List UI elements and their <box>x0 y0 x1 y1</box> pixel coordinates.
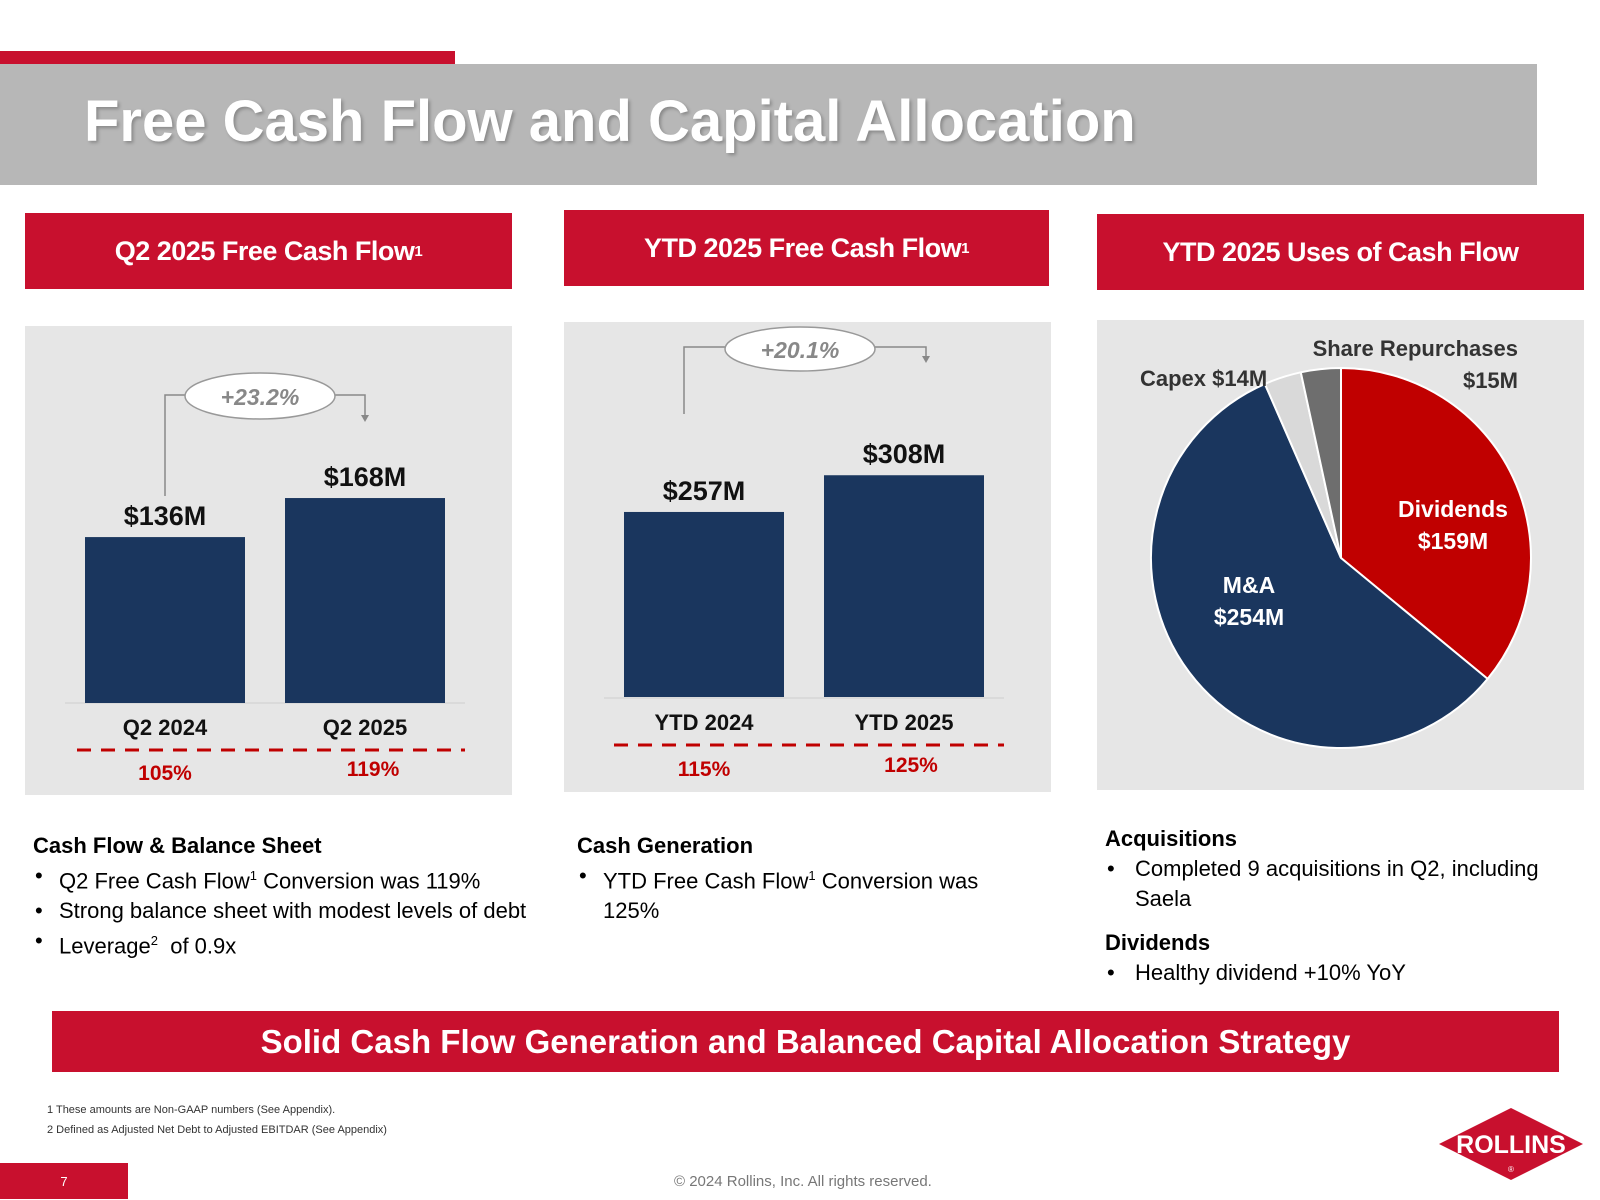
bar-value-label-ytd-2024: $257M <box>663 476 746 506</box>
dividends-block: Dividends Healthy dividend +10% YoY <box>1105 928 1545 988</box>
x-tick-label: Q2 2025 <box>323 715 407 740</box>
pie-chart-uses-of-cash: Dividends $159M M&A $254M Capex $14M Sha… <box>1140 336 1532 749</box>
panel-heading-text: YTD 2025 Uses of Cash Flow <box>1162 236 1519 267</box>
footnote-ref: 2 <box>150 933 158 949</box>
pie-value-capex: $14M <box>1212 366 1267 391</box>
logo-text: ROLLINS <box>1456 1131 1566 1159</box>
growth-badge <box>724 326 876 372</box>
conversion-label: 125% <box>884 754 938 777</box>
section-heading: Dividends <box>1105 930 1211 955</box>
bar-chart-ytd: $257M $308M +20.1% YTD 2024 YTD 2025 115… <box>604 326 1004 781</box>
bar-ytd-2024 <box>624 511 784 697</box>
section-heading: Acquisitions <box>1105 826 1238 851</box>
footnote-ref: 1 <box>414 242 423 260</box>
panel-heading-uses-of-cash: YTD 2025 Uses of Cash Flow <box>1097 214 1584 290</box>
bullet-text: Leverage <box>59 933 151 959</box>
bullet-text: of 0.9x <box>157 933 237 959</box>
panel-heading-ytd-fcf: YTD 2025 Free Cash Flow 1 <box>564 210 1049 286</box>
bar-value-label-q2-2024: $136M <box>124 501 207 531</box>
bar-q2-2024 <box>85 537 245 703</box>
bar-q2-2025 <box>285 498 445 703</box>
growth-connector-right <box>874 346 927 358</box>
footnote-1: 1 These amounts are Non-GAAP numbers (Se… <box>47 1104 336 1116</box>
pie-slice-dividends <box>1340 366 1532 681</box>
pie-value-share-repurchases: $15M <box>1463 368 1518 393</box>
panel-heading-q2-fcf: Q2 2025 Free Cash Flow 1 <box>25 213 512 289</box>
footnote-2: 2 Defined as Adjusted Net Debt to Adjust… <box>47 1124 387 1136</box>
growth-badge <box>184 372 336 420</box>
rollins-logo: ROLLINS ® <box>1439 1108 1583 1180</box>
growth-connector-left <box>683 346 727 414</box>
section-heading: Cash Flow & Balance Sheet <box>33 833 322 858</box>
page-title: Free Cash Flow and Capital Allocation <box>84 89 1136 154</box>
bullet-text: Q2 Free Cash Flow <box>59 868 250 894</box>
growth-arrow-head <box>361 415 369 422</box>
bullet-item: Leverage2 of 0.9x <box>33 926 533 961</box>
panel-heading-text: YTD 2025 Free Cash Flow <box>644 232 962 263</box>
pie-label-capex: Capex $14M <box>1140 366 1267 391</box>
x-tick-label: Q2 2024 <box>123 715 208 740</box>
pie-value-dividends: $159M <box>1418 528 1488 554</box>
pie-label-dividends: Dividends <box>1398 496 1508 522</box>
bullet-text: Conversion was 119% <box>256 868 481 894</box>
bullet-text: YTD Free Cash Flow <box>603 868 809 894</box>
page-number: 7 <box>0 1163 128 1199</box>
title-band <box>0 64 1537 185</box>
bullet-item: Q2 Free Cash Flow1 Conversion was 119% <box>33 861 533 896</box>
bar-chart-q2: $136M $168M +23.2% Q2 2024 Q2 2025 105% … <box>65 372 465 785</box>
panel-heading-text: Q2 2025 Free Cash Flow <box>114 235 415 266</box>
x-tick-label: YTD 2024 <box>654 710 754 735</box>
bullet-item: Healthy dividend +10% YoY <box>1105 958 1545 988</box>
bullet-item: Strong balance sheet with modest levels … <box>33 896 533 926</box>
conversion-label: 105% <box>138 762 192 785</box>
logo-diamond <box>1439 1108 1583 1180</box>
acquisitions-block: Acquisitions Completed 9 acquisitions in… <box>1105 824 1545 914</box>
x-tick-label: YTD 2025 <box>854 710 953 735</box>
copyright: © 2024 Rollins, Inc. All rights reserved… <box>674 1173 932 1190</box>
growth-label: +23.2% <box>221 384 300 410</box>
cash-flow-balance-sheet-block: Cash Flow & Balance Sheet Q2 Free Cash F… <box>33 831 533 962</box>
bar-value-label-ytd-2025: $308M <box>863 439 946 469</box>
bullet-item: Completed 9 acquisitions in Q2, includin… <box>1105 854 1545 914</box>
bar-value-label-q2-2025: $168M <box>324 462 407 492</box>
pie-slice-ma <box>1150 382 1490 749</box>
footnote-ref: 1 <box>249 868 257 883</box>
bullet-item: YTD Free Cash Flow1 Conversion was 125% <box>577 861 1017 926</box>
pie-slices <box>1150 366 1532 749</box>
pie-value-ma: $254M <box>1214 604 1284 630</box>
growth-arrow-head <box>922 356 930 363</box>
footnote-ref: 1 <box>961 239 969 257</box>
bullet-text: Conversion was 125% <box>603 868 979 924</box>
footnote-ref: 1 <box>808 868 816 883</box>
pie-slice-share-repurchases <box>1299 366 1342 559</box>
logo-registered-mark: ® <box>1508 1165 1514 1174</box>
summary-banner: Solid Cash Flow Generation and Balanced … <box>52 1011 1559 1072</box>
conversion-label: 119% <box>347 758 400 781</box>
conversion-label: 115% <box>678 758 731 781</box>
growth-label: +20.1% <box>761 337 840 363</box>
growth-connector-right <box>333 394 366 417</box>
pie-label-share-repurchases: Share Repurchases <box>1313 336 1518 361</box>
pie-label-ma: M&A <box>1223 572 1275 598</box>
pie-label-capex-name: Capex <box>1140 366 1207 391</box>
cash-generation-block: Cash Generation YTD Free Cash Flow1 Conv… <box>577 831 1017 926</box>
bar-ytd-2025 <box>824 475 984 697</box>
section-heading: Cash Generation <box>577 833 754 858</box>
accent-bar <box>0 51 455 64</box>
